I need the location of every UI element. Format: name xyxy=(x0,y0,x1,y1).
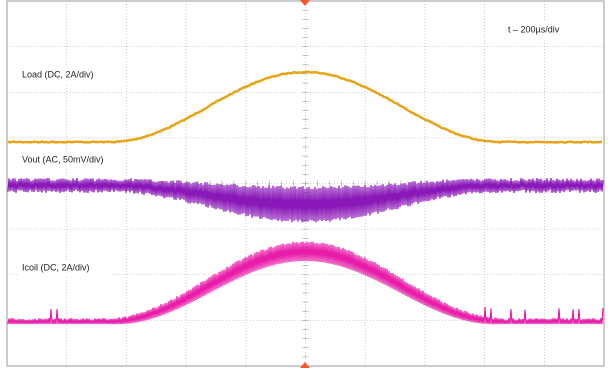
trigger-marker-top xyxy=(300,0,310,6)
label-bg xyxy=(18,67,110,83)
trigger-marker-bottom xyxy=(300,362,310,368)
label-bg xyxy=(18,152,124,168)
label-bg xyxy=(18,260,110,276)
icoil-trace xyxy=(7,241,604,325)
trace-label: Load (DC, 2A/div) xyxy=(22,69,94,79)
timebase-label: t – 200µs/div xyxy=(508,24,560,34)
trace-label: Vout (AC, 50mV/div) xyxy=(22,154,104,164)
trace-label: Icoil (DC, 2A/div) xyxy=(22,262,90,272)
vout-trace xyxy=(7,177,604,223)
traces xyxy=(7,70,604,325)
load-trace xyxy=(7,70,603,144)
label-bg xyxy=(500,22,580,38)
